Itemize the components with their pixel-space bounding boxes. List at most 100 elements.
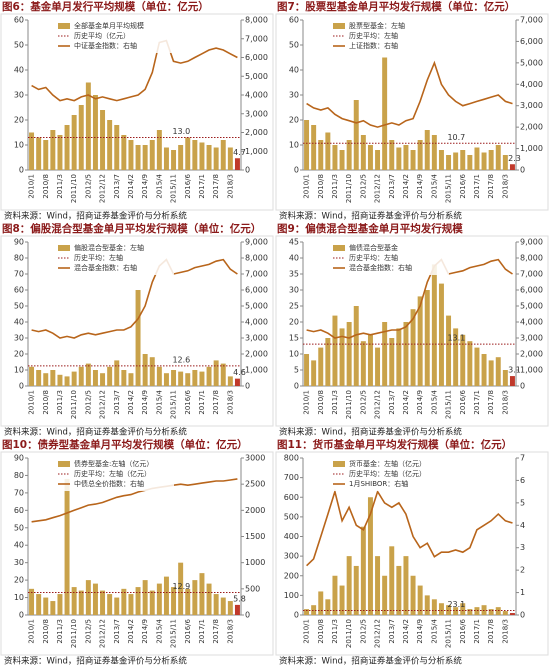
index-line [306, 258, 513, 339]
x-tick-label: 2017/1 [473, 174, 481, 199]
x-tick-label: 2014/2 [402, 390, 410, 415]
bar [346, 322, 352, 386]
bar [446, 155, 452, 170]
bar [227, 147, 233, 170]
x-tick-label: 2011/10 [345, 619, 353, 648]
panel-border [275, 235, 549, 427]
bar [481, 354, 487, 386]
bar [431, 599, 437, 615]
legend-box [56, 459, 174, 491]
bar [367, 145, 373, 170]
bar [396, 565, 402, 615]
x-tick-label: 2012/12 [374, 619, 382, 648]
x-tick-label: 2012/5 [359, 390, 367, 415]
bar [149, 140, 155, 170]
source-note: 资料来源：Wind，招商证券基金评价与分析系统 [4, 211, 187, 222]
y2-tick-label: 2,000 [520, 350, 543, 359]
bar [234, 378, 240, 386]
x-tick-label: 2015/4 [430, 173, 438, 198]
bar [121, 370, 127, 386]
legend-label: 偏债混合型基金 [349, 243, 398, 252]
legend-label: 中债总全价指数：右轴 [74, 479, 144, 488]
bar [410, 150, 416, 170]
bar [318, 347, 324, 386]
x-tick-label: 2011/3 [331, 390, 339, 415]
bar [36, 594, 42, 615]
bar [346, 556, 352, 615]
average-label: 13.1 [447, 334, 465, 343]
x-tick-label: 2012/5 [359, 619, 367, 644]
bar [107, 594, 113, 615]
bar [206, 366, 212, 386]
bar [85, 363, 91, 386]
y-tick-label: 90 [14, 454, 24, 463]
bar [43, 140, 49, 170]
bar [29, 366, 35, 386]
y-tick-label: 300 [284, 552, 299, 561]
y2-tick-label: 6,000 [245, 53, 268, 62]
x-tick-label: 2010/1 [303, 619, 311, 644]
bar [64, 376, 70, 386]
bar [36, 370, 42, 386]
bar [163, 576, 169, 615]
source-note: 资料来源：Wind，招商证券基金评价与分析系统 [4, 427, 187, 438]
y-tick-label: 80 [14, 254, 24, 263]
bar [453, 607, 459, 615]
x-tick-label: 2016/6 [184, 618, 192, 643]
bar [460, 603, 466, 615]
x-tick-label: 2014/2 [127, 390, 135, 415]
y2-tick-label: 7,000 [520, 270, 543, 279]
y2-tick-label: 0 [245, 166, 250, 175]
y-tick-label: 200 [284, 571, 299, 580]
bar [311, 360, 317, 386]
bar [85, 82, 91, 170]
bar [227, 376, 233, 386]
y2-tick-label: 0 [520, 382, 525, 391]
bar [403, 145, 409, 170]
legend-label: 历史平均（亿元） [74, 31, 130, 40]
bar [367, 497, 373, 615]
x-tick-label: 2010/8 [317, 619, 325, 644]
x-tick-label: 2014/9 [416, 174, 424, 199]
x-tick-label: 2011/3 [331, 174, 339, 199]
x-tick-label: 2017/1 [198, 174, 206, 199]
legend-box [56, 21, 174, 53]
bar [192, 370, 198, 386]
y-tick-label: 15 [289, 334, 299, 343]
legend-box [331, 243, 449, 275]
bar [50, 370, 56, 386]
y2-tick-label: 6,000 [520, 37, 543, 46]
bar [114, 597, 120, 615]
bar [375, 347, 381, 386]
bar [85, 580, 91, 615]
bar [495, 607, 501, 615]
legend-box [331, 459, 449, 491]
x-tick-label: 2017/1 [473, 619, 481, 644]
y-tick-label: 30 [14, 91, 24, 100]
y-tick-label: 0 [294, 166, 299, 175]
x-tick-label: 2012/12 [99, 390, 107, 419]
bar [135, 290, 141, 386]
y2-tick-label: 5,000 [245, 72, 268, 81]
legend-label: 历史平均：左轴（亿元） [74, 469, 151, 478]
bar [78, 590, 84, 615]
bar [318, 140, 324, 170]
bar [43, 597, 49, 615]
y-tick-label: 60 [14, 16, 24, 25]
bar [142, 354, 148, 386]
bar [438, 283, 444, 386]
x-tick-label: 2013/7 [113, 174, 121, 199]
y2-tick-label: 3,000 [520, 334, 543, 343]
y2-tick-label: 6,000 [245, 286, 268, 295]
y2-tick-label: 3000 [245, 454, 265, 463]
bar [360, 341, 366, 386]
bar [431, 264, 437, 386]
y-tick-label: 25 [289, 302, 299, 311]
bar [227, 601, 233, 615]
bar [438, 150, 444, 170]
x-tick-label: 2015/11 [170, 174, 178, 203]
x-tick-label: 2017/1 [198, 619, 206, 644]
y2-tick-label: 3,000 [245, 109, 268, 118]
bar [220, 363, 226, 386]
x-tick-label: 2017/8 [212, 174, 220, 199]
